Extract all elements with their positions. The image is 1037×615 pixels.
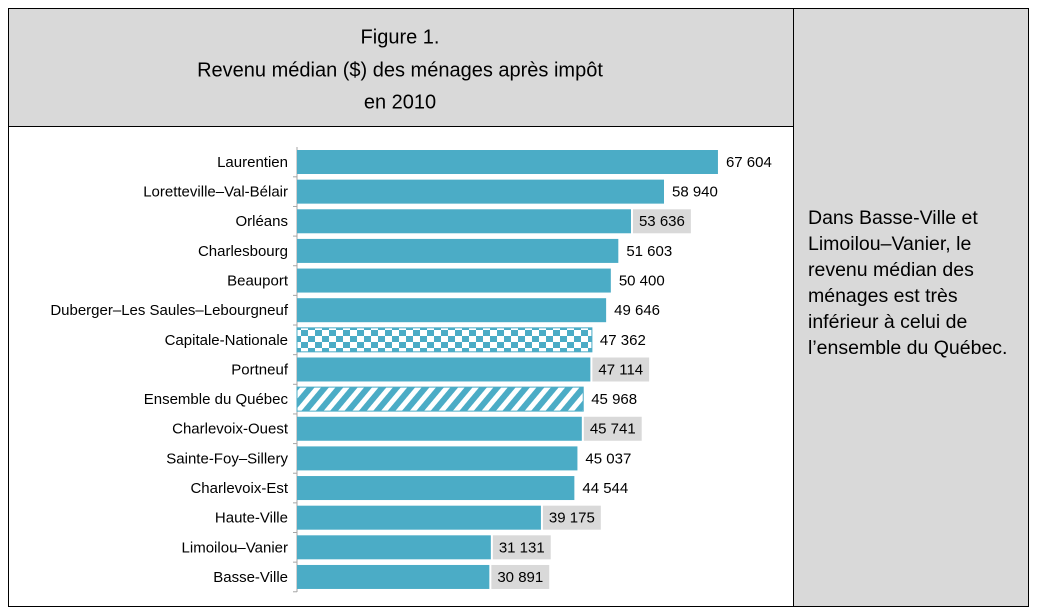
- y-tick-label: Capitale-Nationale: [165, 332, 288, 349]
- value-label-highlight: [592, 357, 650, 382]
- chart-title: Revenu médian ($) des ménages après impô…: [197, 59, 603, 81]
- bar: [297, 298, 607, 323]
- note: Dans Basse-Ville et Limoilou–Vanier, le …: [808, 207, 1008, 359]
- value-label: 44 544: [582, 480, 628, 497]
- y-tick-label: Loretteville–Val-Bélair: [143, 184, 288, 201]
- value-label: 31 131: [499, 539, 545, 556]
- bar: [297, 268, 611, 293]
- y-tick-label: Limoilou–Vanier: [182, 539, 288, 556]
- bar: [297, 357, 591, 382]
- bar: [297, 209, 631, 234]
- value-label: 51 603: [626, 243, 672, 260]
- y-tick-label: Basse-Ville: [213, 569, 288, 586]
- side-panel: [793, 8, 1029, 607]
- value-label-highlight: [491, 564, 550, 589]
- value-label: 45 037: [585, 450, 631, 467]
- bar: [297, 535, 491, 560]
- value-label: 47 362: [600, 332, 646, 349]
- bar: [296, 327, 593, 353]
- chart-title: en 2010: [364, 91, 436, 113]
- y-tick-label: Laurentien: [217, 154, 288, 171]
- bar: [297, 446, 578, 471]
- y-tick-label: Portneuf: [231, 361, 289, 378]
- bar: [297, 238, 619, 263]
- y-tick-label: Charlevoix-Est: [190, 480, 288, 497]
- value-label: 45 968: [591, 391, 637, 408]
- value-label: 58 940: [672, 184, 718, 201]
- bar: [296, 386, 584, 412]
- bar: [297, 416, 582, 441]
- value-label: 30 891: [497, 569, 543, 586]
- value-label-highlight: [542, 505, 601, 530]
- value-label: 49 646: [614, 302, 660, 319]
- bar: [297, 476, 575, 501]
- bar: [297, 179, 664, 204]
- value-label-highlight: [492, 535, 551, 560]
- value-label: 67 604: [726, 154, 772, 171]
- y-tick-label: Duberger–Les Saules–Lebourgneuf: [50, 302, 289, 319]
- bar: [297, 150, 718, 174]
- y-tick-label: Haute-Ville: [215, 510, 288, 527]
- value-label: 39 175: [549, 510, 595, 527]
- figure-label: Figure 1.: [361, 26, 440, 48]
- value-label-highlight: [632, 209, 691, 234]
- header: [8, 8, 794, 127]
- value-label: 45 741: [590, 421, 636, 438]
- bar: [297, 505, 541, 530]
- y-tick-label: Charlevoix-Ouest: [172, 421, 289, 438]
- value-label: 47 114: [598, 361, 643, 378]
- bar: [297, 564, 490, 589]
- value-label: 53 636: [639, 213, 685, 230]
- y-tick-label: Charlesbourg: [198, 243, 288, 260]
- y-tick-label: Sainte-Foy–Sillery: [166, 450, 288, 467]
- y-tick-label: Orléans: [235, 213, 288, 230]
- y-tick-label: Beauport: [227, 273, 289, 290]
- value-label-highlight: [583, 416, 642, 441]
- y-tick-label: Ensemble du Québec: [144, 391, 289, 408]
- value-label: 50 400: [619, 273, 665, 290]
